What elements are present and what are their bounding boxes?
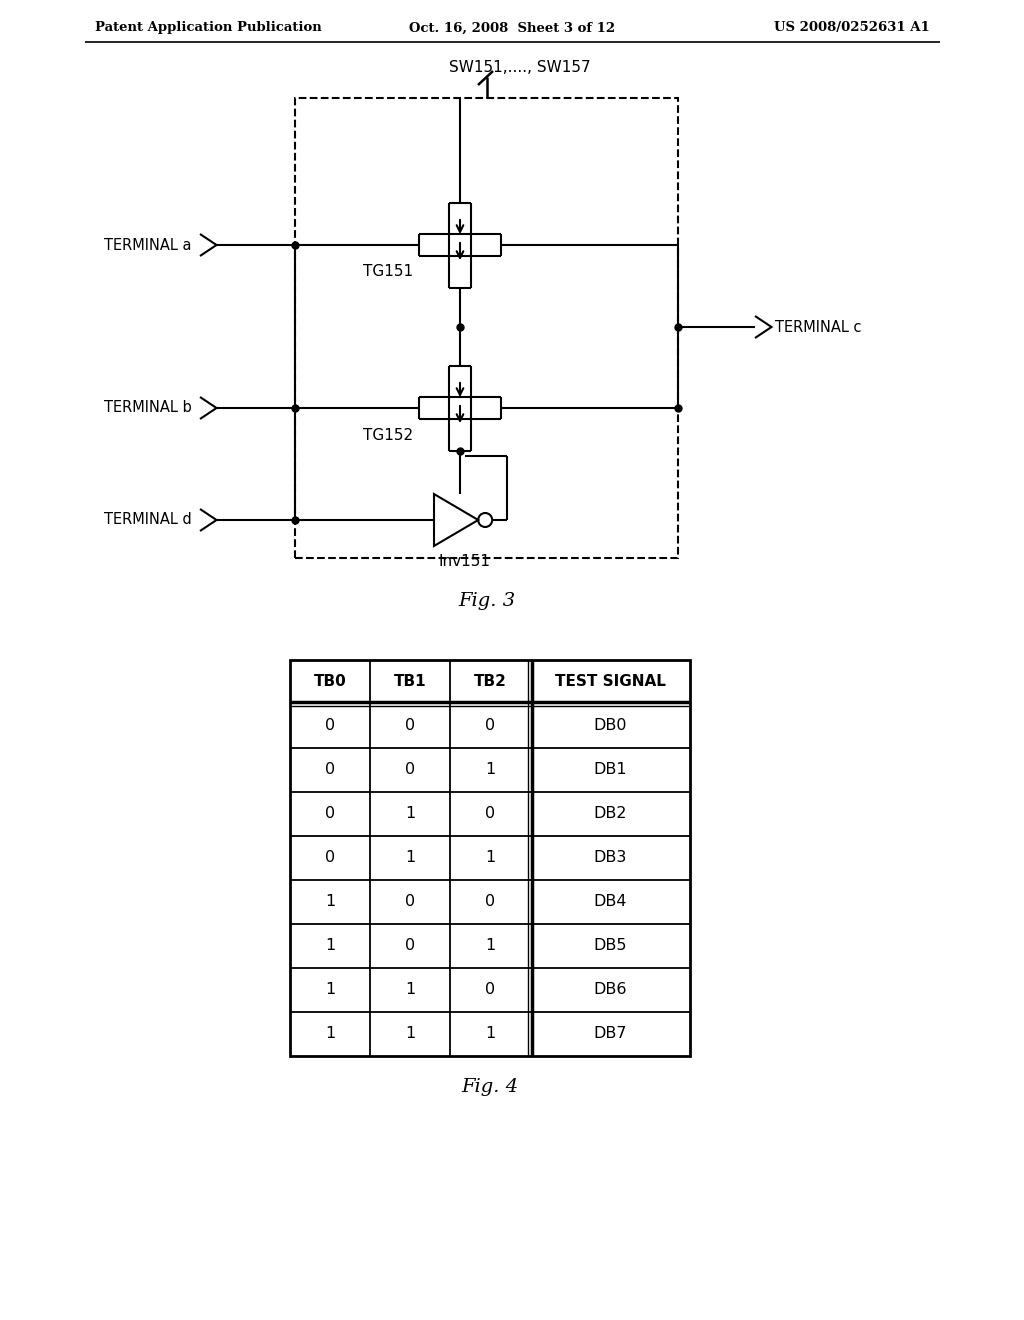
Text: 1: 1 [485,850,496,866]
Text: 0: 0 [485,718,495,734]
Text: US 2008/0252631 A1: US 2008/0252631 A1 [774,21,930,34]
Text: 0: 0 [404,718,415,734]
Text: DB4: DB4 [593,895,627,909]
Text: DB6: DB6 [593,982,627,998]
Text: DB3: DB3 [593,850,627,866]
Text: 1: 1 [325,895,335,909]
Text: TERMINAL c: TERMINAL c [775,319,861,334]
Text: 1: 1 [404,807,415,821]
Text: TB2: TB2 [473,675,507,689]
Text: 1: 1 [485,1027,496,1041]
Text: DB7: DB7 [593,1027,627,1041]
Text: 1: 1 [485,939,496,953]
Text: 0: 0 [325,850,335,866]
Text: 0: 0 [404,895,415,909]
Text: DB0: DB0 [593,718,627,734]
Text: TERMINAL d: TERMINAL d [104,512,193,528]
Text: 1: 1 [325,982,335,998]
Text: Patent Application Publication: Patent Application Publication [95,21,322,34]
Text: 0: 0 [485,895,495,909]
Text: TB1: TB1 [393,675,426,689]
Bar [295,98,678,558]
Text: TERMINAL b: TERMINAL b [104,400,193,416]
Text: 1: 1 [404,1027,415,1041]
Text: 0: 0 [325,763,335,777]
Text: 1: 1 [325,1027,335,1041]
Text: 0: 0 [485,807,495,821]
Text: DB1: DB1 [593,763,627,777]
Text: 0: 0 [325,718,335,734]
Text: Fig. 3: Fig. 3 [459,591,515,610]
Text: DB5: DB5 [593,939,627,953]
Text: TB0: TB0 [313,675,346,689]
Text: Inv151: Inv151 [439,554,490,569]
Text: 0: 0 [485,982,495,998]
Text: Oct. 16, 2008  Sheet 3 of 12: Oct. 16, 2008 Sheet 3 of 12 [409,21,615,34]
Text: Fig. 4: Fig. 4 [462,1078,518,1096]
Text: TERMINAL a: TERMINAL a [104,238,193,252]
Text: 0: 0 [325,807,335,821]
Text: TG152: TG152 [362,428,413,442]
Text: TEST SIGNAL: TEST SIGNAL [555,675,666,689]
Text: SW151,...., SW157: SW151,...., SW157 [450,59,591,75]
Text: 0: 0 [404,763,415,777]
Bar [290,660,690,1056]
Text: 1: 1 [325,939,335,953]
Text: 0: 0 [404,939,415,953]
Text: 1: 1 [485,763,496,777]
Text: DB2: DB2 [593,807,627,821]
Text: 1: 1 [404,850,415,866]
Text: 1: 1 [404,982,415,998]
Text: TG151: TG151 [362,264,413,280]
